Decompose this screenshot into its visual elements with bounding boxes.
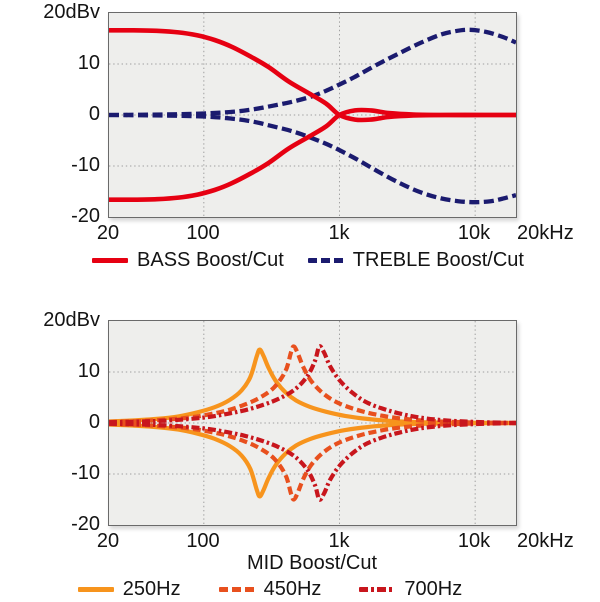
bass-line-swatch-icon — [92, 257, 129, 263]
x-tick-1k: 1k — [328, 222, 350, 244]
mid-chart: 20dBv 10 0 -10 -20 20 100 1k 10k 20kHz M… — [0, 300, 600, 600]
mid-450hz-line-swatch-icon — [218, 586, 255, 592]
legend-label-treble: TREBLE Boost/Cut — [352, 248, 524, 271]
bass-treble-curve-canvas — [109, 13, 516, 217]
y-tick-20dbv: 20dBv — [43, 309, 100, 331]
x-tick-20: 20 — [96, 222, 120, 244]
y-tick-neg20: -20 — [71, 513, 100, 535]
treble-line-swatch-icon — [307, 257, 344, 263]
bass-treble-legend: BASS Boost/Cut TREBLE Boost/Cut — [8, 247, 600, 273]
mid-chart-title: MID Boost/Cut — [246, 552, 378, 574]
y-tick-10: 10 — [77, 360, 100, 382]
legend-label-450hz: 450Hz — [263, 577, 322, 600]
y-tick-neg10: -10 — [71, 462, 100, 484]
y-tick-10: 10 — [77, 52, 100, 74]
mid-250hz-line-swatch-icon — [77, 586, 114, 592]
y-tick-20dbv: 20dBv — [43, 1, 100, 23]
x-tick-1k: 1k — [328, 530, 350, 552]
legend-item-treble: TREBLE Boost/Cut — [307, 248, 524, 272]
mid-plot-area — [108, 320, 517, 526]
x-tick-20: 20 — [96, 530, 120, 552]
mid-legend: 250Hz 450Hz 700Hz — [0, 576, 570, 602]
bass-treble-chart: 20dBv 10 0 -10 -20 20 100 1k 10k 20kHz B… — [0, 0, 600, 300]
x-tick-100: 100 — [186, 222, 220, 244]
legend-label-700hz: 700Hz — [404, 577, 463, 600]
y-tick-neg10: -10 — [71, 154, 100, 176]
x-tick-20khz: 20kHz — [517, 222, 574, 244]
bass-treble-plot-area — [108, 12, 517, 218]
mid-700hz-line-swatch-icon — [359, 586, 396, 592]
y-tick-0: 0 — [88, 411, 100, 433]
legend-item-250hz: 250Hz — [77, 577, 181, 601]
x-tick-100: 100 — [186, 530, 220, 552]
x-tick-20khz: 20kHz — [517, 530, 574, 552]
legend-item-700hz: 700Hz — [359, 578, 462, 601]
legend-label-250hz: 250Hz — [122, 577, 181, 600]
mid-curve-canvas — [109, 321, 516, 525]
legend-item-450hz: 450Hz — [218, 577, 322, 601]
x-tick-10k: 10k — [457, 530, 491, 552]
y-tick-0: 0 — [88, 103, 100, 125]
y-tick-neg20: -20 — [71, 205, 100, 227]
legend-item-bass: BASS Boost/Cut — [92, 249, 284, 272]
x-tick-10k: 10k — [457, 222, 491, 244]
legend-label-bass: BASS Boost/Cut — [137, 248, 284, 271]
